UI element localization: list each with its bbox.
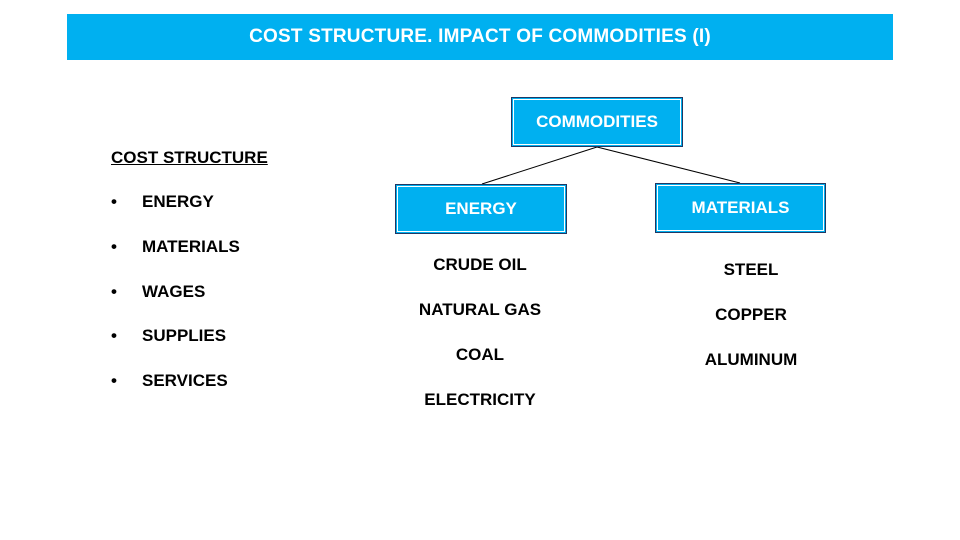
materials-node-label: MATERIALS [691,198,790,217]
commodities-node: COMMODITIES [511,97,683,147]
list-item-label: SUPPLIES [142,326,227,345]
list-item-label: SERVICES [142,371,228,390]
materials-item: ALUMINUM [704,350,798,369]
energy-item: NATURAL GAS [418,300,542,319]
list-item-label: MATERIALS [142,237,240,256]
connector-line-materials [596,146,741,184]
title-bar: COST STRUCTURE. IMPACT OF COMMODITIES (I… [67,14,893,60]
energy-item: CRUDE OIL [433,255,527,274]
bullet: • [111,192,117,211]
materials-item: COPPER [715,305,787,324]
slide-title: COST STRUCTURE. IMPACT OF COMMODITIES (I… [249,26,711,47]
bullet: • [111,371,117,390]
cost-structure-heading: COST STRUCTURE [111,148,268,167]
energy-node-label: ENERGY [445,199,517,218]
connector-line-energy [481,146,598,185]
materials-item: STEEL [723,260,779,279]
commodities-node-label: COMMODITIES [536,112,658,131]
materials-node: MATERIALS [655,183,826,233]
bullet: • [111,326,117,345]
bullet: • [111,282,117,301]
energy-node: ENERGY [395,184,567,234]
energy-item: ELECTRICITY [424,390,536,409]
bullet: • [111,237,117,256]
list-item-label: WAGES [142,282,206,301]
list-item-label: ENERGY [142,192,214,211]
energy-item: COAL [455,345,505,364]
